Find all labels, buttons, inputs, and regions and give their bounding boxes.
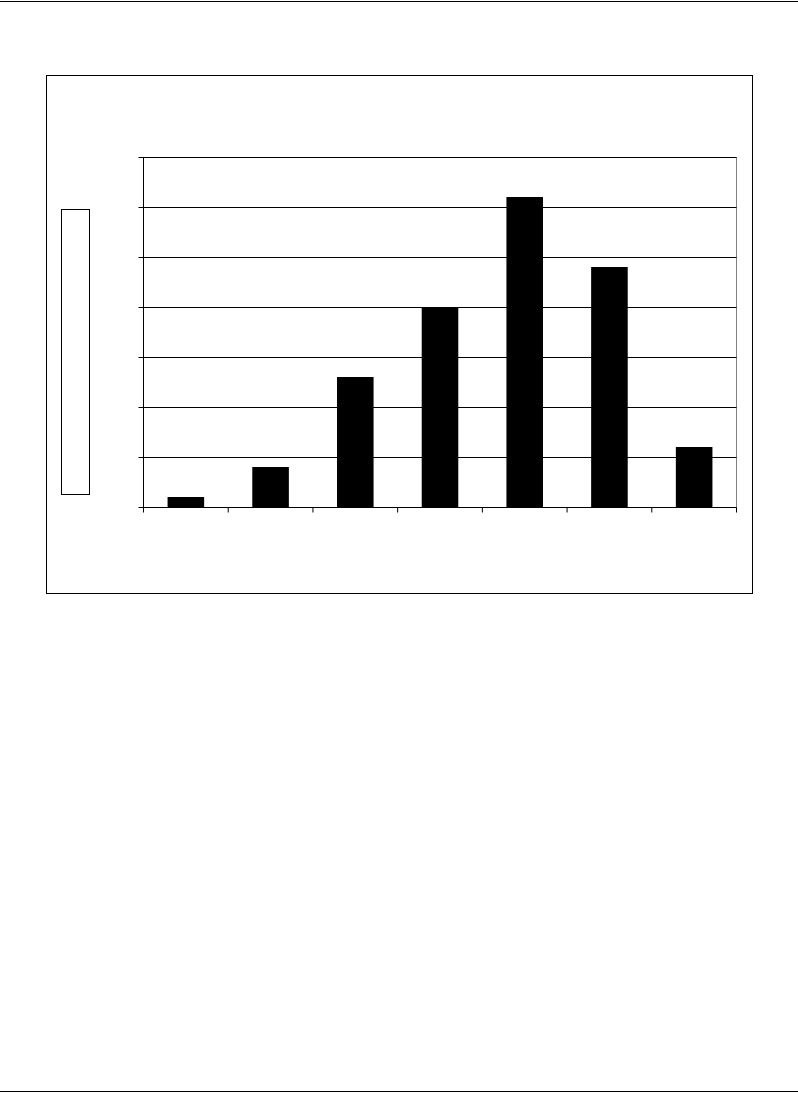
bar — [336, 377, 374, 508]
bar — [591, 267, 628, 508]
bar — [167, 497, 205, 508]
bar — [252, 467, 289, 508]
bar — [675, 447, 713, 508]
bar — [506, 197, 544, 508]
legend-box — [61, 209, 90, 495]
bar — [421, 307, 459, 508]
chart-frame — [46, 75, 753, 594]
